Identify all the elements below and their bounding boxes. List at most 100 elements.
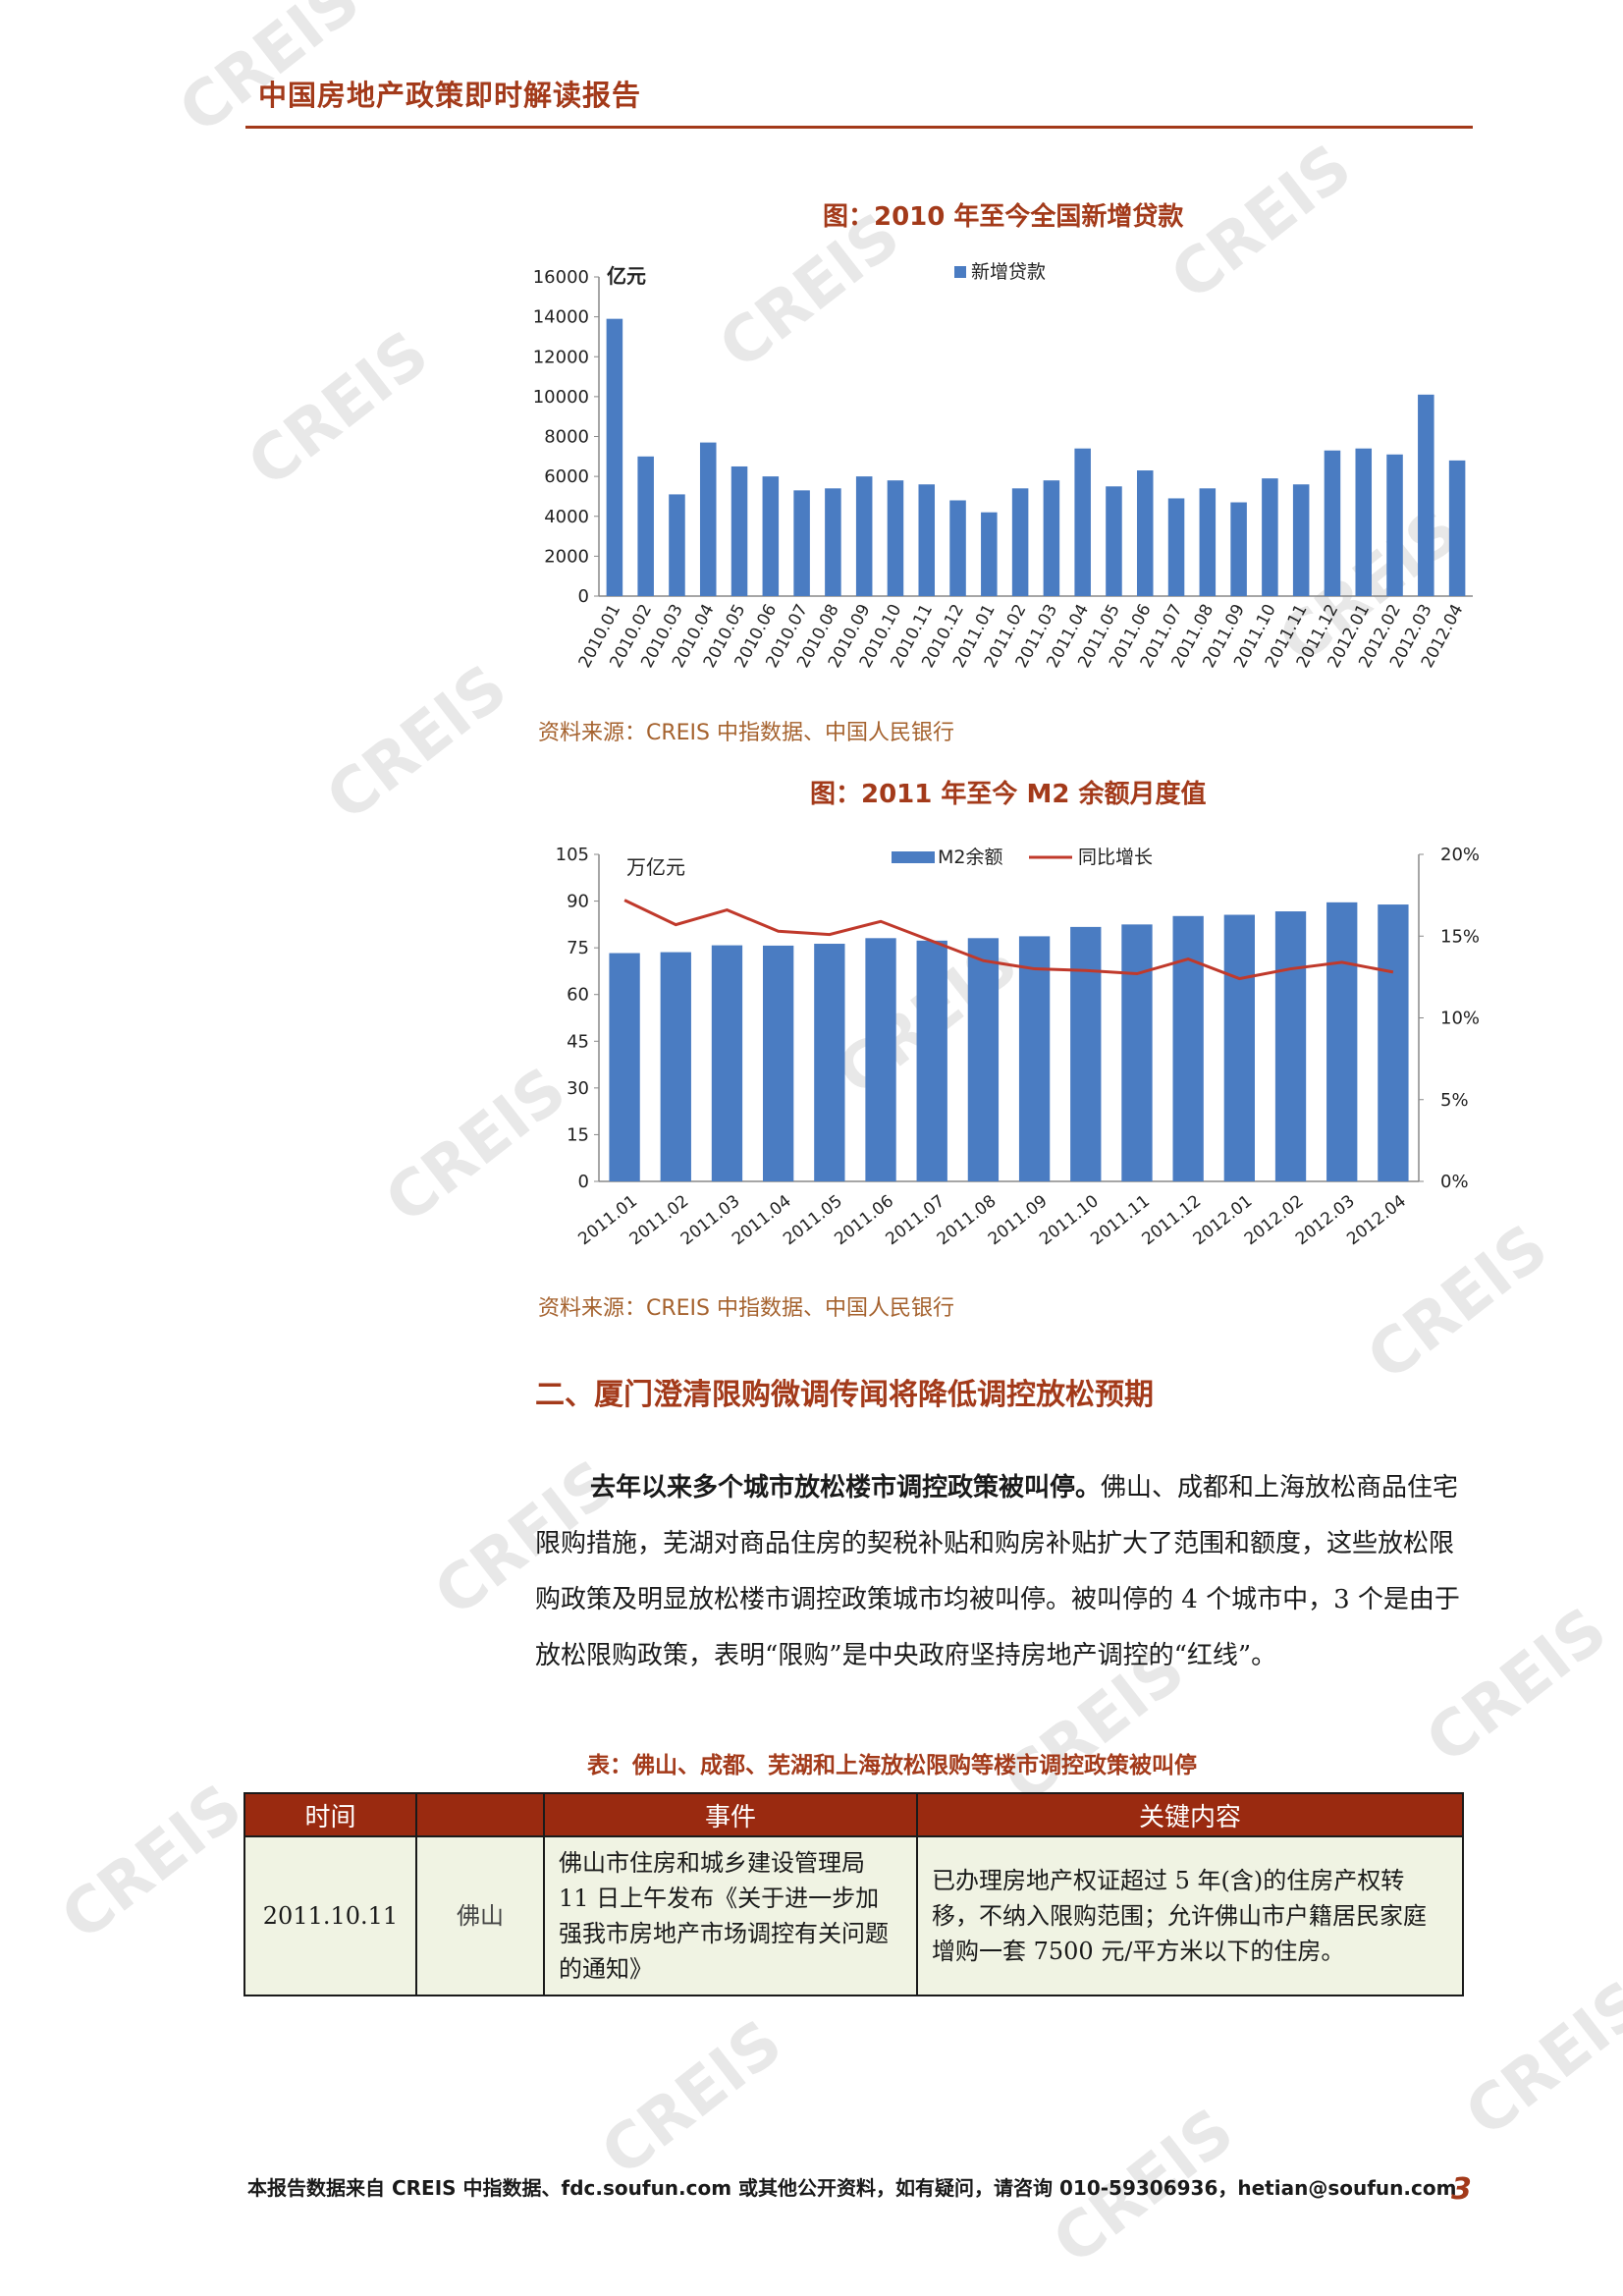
yoy-growth-line — [623, 899, 1394, 981]
bar — [1274, 911, 1307, 1181]
report-header-title: 中国房地产政策即时解读报告 — [258, 79, 642, 112]
y-tick-label: 30 — [567, 1078, 589, 1099]
body-paragraph: 去年以来多个城市放松楼市调控政策被叫停。佛山、成都和上海放松商品住宅限购措施，芜… — [535, 1460, 1468, 1684]
bar — [730, 465, 748, 596]
figure2-title: 图：2011 年至今 M2 余额月度值 — [810, 780, 1207, 809]
section-heading: 二、厦门澄清限购微调传闻将降低调控放松预期 — [535, 1378, 1154, 1412]
bar — [1074, 448, 1091, 596]
header-city — [415, 1792, 545, 1837]
footer-note: 本报告数据来自 CREIS 中指数据、fdc.soufun.com 或其他公开资… — [247, 2176, 1457, 2200]
new-loans-chart: 0 2000 4000 6000 8000 10000 12000 14000 16000 亿元 新… — [533, 261, 1473, 671]
bar — [699, 442, 717, 596]
y2-tick-label: 10% — [1440, 1009, 1480, 1029]
y-tick-label: 8000 — [544, 427, 589, 448]
bar — [865, 938, 896, 1181]
y-tick-label: 4000 — [544, 507, 589, 527]
y-tick-label: 90 — [567, 892, 589, 912]
header-divider — [245, 126, 1473, 129]
y-tick-label: 10000 — [533, 387, 589, 408]
bar — [949, 500, 966, 596]
bar — [1326, 902, 1358, 1181]
cell-city: 佛山 — [415, 1835, 545, 1996]
y-tick-label: 105 — [556, 845, 589, 865]
y-tick-label: 0 — [578, 1172, 589, 1192]
header-content: 关键内容 — [916, 1792, 1464, 1837]
cell-content: 已办理房地产权证超过 5 年(含)的住房产权转移，不纳入限购范围；允许佛山市户籍… — [916, 1835, 1464, 1996]
y-tick-label: 0 — [578, 586, 589, 607]
header-event: 事件 — [543, 1792, 918, 1837]
m2-balance-chart: 0 15 30 45 60 75 90 105 0% 5% 10% 15% 20% 万亿元 M2余额 同比增长… — [556, 845, 1480, 1249]
bar — [887, 480, 904, 596]
bar — [1378, 904, 1409, 1181]
bar — [1121, 924, 1153, 1181]
watermark: CREIS — [1452, 1967, 1623, 2152]
bar — [1018, 936, 1051, 1181]
y2-tick-label: 0% — [1440, 1172, 1469, 1192]
bar — [1070, 926, 1102, 1181]
paragraph-lead: 去年以来多个城市放松楼市调控政策被叫停。 — [590, 1473, 1102, 1503]
legend-label: 同比增长 — [1078, 847, 1153, 868]
bar — [763, 945, 794, 1181]
bar — [606, 318, 623, 596]
y-tick-label: 45 — [567, 1031, 589, 1052]
bar — [1106, 486, 1122, 596]
bar — [918, 484, 936, 596]
y2-tick-label: 15% — [1440, 926, 1480, 947]
table-row: 2011.10.11 佛山 佛山市住房和城乡建设管理局 11 日上午发布《关于进… — [243, 1835, 1464, 1996]
y-tick-label: 75 — [567, 938, 589, 958]
bar — [609, 953, 640, 1181]
y2-tick-label: 5% — [1440, 1090, 1469, 1111]
cell-event: 佛山市住房和城乡建设管理局 11 日上午发布《关于进一步加强我市房地产市场调控有… — [543, 1835, 918, 1996]
bar — [1011, 488, 1029, 596]
header-time: 时间 — [243, 1792, 417, 1837]
bar — [793, 490, 810, 596]
bar — [669, 494, 685, 596]
bar — [1324, 450, 1341, 596]
watermark: CREIS — [588, 2006, 796, 2191]
bar — [1355, 448, 1373, 596]
events-table: 时间 事件 关键内容 2011.10.11 佛山 佛山市住房和城乡建设管理局 1… — [243, 1792, 1464, 1996]
bar — [825, 488, 841, 596]
page-number: 3 — [1451, 2172, 1472, 2207]
legend-label: 新增贷款 — [971, 261, 1046, 283]
legend-swatch — [954, 266, 966, 278]
y-tick-label: 2000 — [544, 546, 589, 567]
legend-label: M2余额 — [938, 847, 1002, 868]
bar — [1167, 498, 1185, 596]
bar — [1043, 480, 1060, 596]
y-tick-label: 14000 — [533, 307, 589, 328]
bar — [660, 952, 691, 1181]
figure2-source: 资料来源：CREIS 中指数据、中国人民银行 — [538, 1296, 954, 1321]
y-tick-label: 6000 — [544, 466, 589, 487]
y-axis-unit: 亿元 — [607, 264, 646, 288]
y2-tick-label: 20% — [1440, 845, 1480, 865]
bar — [814, 944, 845, 1181]
figure1-source: 资料来源：CREIS 中指数据、中国人民银行 — [538, 721, 954, 745]
bar — [855, 476, 873, 596]
bar — [1448, 460, 1466, 596]
bar — [967, 938, 1000, 1181]
legend-swatch-bar — [892, 851, 935, 863]
table-title: 表：佛山、成都、芜湖和上海放松限购等楼市调控政策被叫停 — [587, 1752, 1197, 1778]
bar — [1136, 470, 1154, 596]
bar — [981, 512, 998, 596]
y-tick-label: 16000 — [533, 267, 589, 288]
paragraph-rest: 佛山、成都和上海放松商品住宅限购措施，芜湖对商品住房的契税补贴和购房补贴扩大了范… — [535, 1473, 1460, 1670]
y-tick-label: 12000 — [533, 347, 589, 367]
bar — [1418, 394, 1434, 596]
bar — [1172, 915, 1204, 1181]
y-axis-unit: 万亿元 — [626, 855, 685, 879]
watermark: CREIS — [48, 1771, 256, 1955]
table-header-row: 时间 事件 关键内容 — [243, 1792, 1464, 1837]
bar — [1386, 454, 1403, 596]
figure1-title: 图：2010 年至今全国新增贷款 — [823, 202, 1184, 232]
bar — [916, 940, 947, 1181]
bar — [711, 945, 743, 1181]
y-tick-label: 60 — [567, 985, 589, 1006]
bar — [1199, 488, 1217, 596]
bar — [1292, 484, 1310, 596]
bar — [1262, 478, 1278, 596]
watermark: CREIS — [313, 651, 521, 836]
x-tick-label: 2012.04 — [1343, 1191, 1410, 1249]
bar — [637, 456, 654, 596]
